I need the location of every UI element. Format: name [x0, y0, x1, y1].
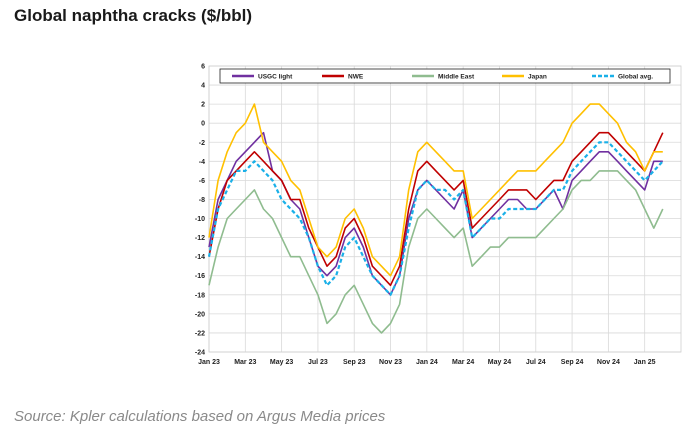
y-tick-label: -16 [195, 273, 205, 280]
series-line-middle-east [208, 170, 664, 334]
legend-label: Japan [528, 74, 547, 81]
source-note: Source: Kpler calculations based on Argu… [14, 408, 386, 425]
legend-box [219, 68, 671, 84]
naphtha-cracks-chart: 6 4 2 0 -2 -4 -6 -8 -10 -12 -14 -16 -18 -20 -22 -24 Jan… [195, 64, 682, 366]
x-tick-label: May 23 [270, 359, 293, 366]
x-tick-label: Jan 23 [198, 359, 220, 366]
legend-label: Global avg. [618, 74, 653, 81]
x-tick-label: Jul 24 [526, 359, 546, 366]
x-tick-label: Jul 23 [308, 359, 328, 366]
y-tick-label: 4 [201, 83, 205, 90]
y-tick-label: -10 [195, 216, 205, 223]
y-tick-label: -24 [195, 350, 205, 357]
y-tick-label: -14 [195, 254, 205, 261]
x-tick-label: May 24 [488, 359, 511, 366]
gridlines [208, 65, 682, 353]
chart-title: Global naphtha cracks ($/bbl) [14, 6, 253, 25]
legend-label: USGC light [258, 74, 293, 81]
y-tick-label: 6 [201, 64, 205, 71]
y-tick-label: 2 [201, 102, 205, 109]
legend-label: NWE [348, 74, 364, 81]
x-tick-label: Mar 24 [452, 359, 474, 366]
x-axis: Jan 23 Mar 23 May 23 Jul 23 Sep 23 Nov 23 Jan … [198, 359, 656, 366]
x-tick-label: Nov 23 [379, 359, 402, 366]
x-tick-label: Jan 25 [634, 359, 656, 366]
series-line-nwe [208, 131, 664, 287]
x-tick-label: Mar 23 [234, 359, 256, 366]
y-tick-label: -12 [195, 235, 205, 242]
y-tick-label: -6 [199, 178, 205, 185]
legend: USGC light NWE Middle East Japan Global avg. [219, 68, 671, 84]
y-tick-label: -4 [199, 159, 205, 166]
y-axis: 6 4 2 0 -2 -4 -6 -8 -10 -12 -14 -16 -18 -20 -22 -24 [195, 64, 205, 357]
y-tick-label: 0 [201, 121, 205, 128]
x-tick-label: Sep 24 [561, 359, 584, 366]
y-tick-label: -22 [195, 330, 205, 337]
legend-label: Middle East [438, 74, 475, 81]
x-tick-label: Sep 23 [343, 359, 366, 366]
x-tick-label: Nov 24 [597, 359, 620, 366]
series-line-japan [208, 103, 663, 277]
y-tick-label: -2 [199, 140, 205, 147]
series-lines [207, 103, 664, 334]
x-tick-label: Jan 24 [416, 359, 438, 366]
series-line-global-avg [207, 141, 664, 296]
y-tick-label: -8 [199, 197, 205, 204]
y-tick-label: -20 [195, 311, 205, 318]
plot-frame [208, 65, 682, 353]
y-tick-label: -18 [195, 292, 205, 299]
